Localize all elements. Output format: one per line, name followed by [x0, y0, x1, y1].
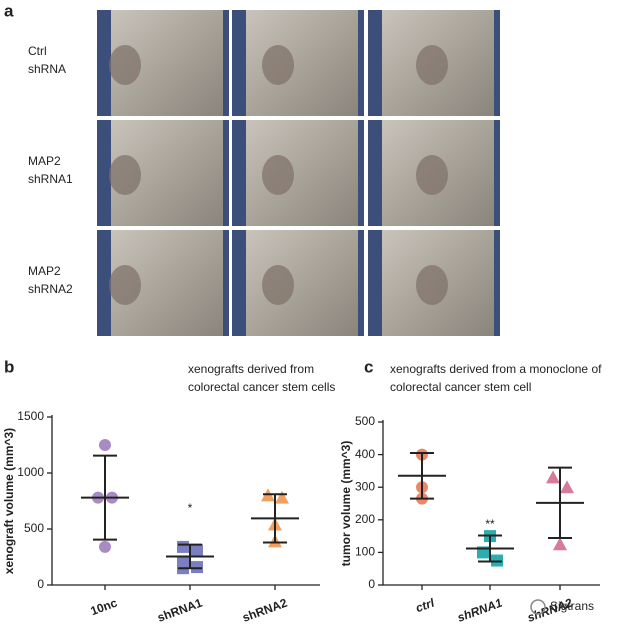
x-tick-label: shRNA1 [455, 596, 504, 625]
significance: ** [485, 517, 495, 531]
chart-title: colorectal cancer stem cell [390, 380, 531, 394]
point [546, 470, 560, 484]
x-tick-label: ctrl [414, 595, 437, 615]
photo-grid [97, 10, 500, 336]
tumor [416, 155, 448, 195]
row-label: MAP2 [28, 264, 61, 278]
y-tick-label: 0 [37, 577, 44, 591]
y-tick-label: 1000 [17, 465, 44, 479]
point [99, 540, 111, 553]
x-tick-label: shRNA2 [240, 596, 289, 625]
panel-label: c [364, 357, 373, 376]
y-tick-label: 0 [368, 577, 375, 591]
point [191, 561, 203, 574]
row-label: MAP2 [28, 154, 61, 168]
y-axis-label: tumor volume (mm^3) [339, 441, 353, 567]
x-tick-label: shRNA1 [155, 596, 204, 625]
point [275, 490, 289, 504]
y-tick-label: 1500 [17, 409, 44, 423]
tumor [109, 265, 141, 305]
row-label: shRNA2 [28, 282, 73, 296]
tumor [416, 265, 448, 305]
chart-title: xenografts derived from a monoclone of [390, 362, 602, 376]
chart-title: colorectal cancer stem cells [188, 380, 335, 394]
watermark-icon [530, 599, 546, 615]
point [99, 439, 111, 451]
point [177, 540, 189, 553]
y-tick-label: 500 [24, 521, 44, 535]
tumor [262, 265, 294, 305]
y-tick-label: 300 [355, 479, 375, 493]
panel-label: a [4, 1, 14, 20]
y-axis-label: xenograft volume (mm^3) [2, 428, 16, 574]
tumor [109, 45, 141, 85]
y-tick-label: 200 [355, 512, 375, 526]
tumor [262, 155, 294, 195]
tumor [416, 45, 448, 85]
tumor [109, 155, 141, 195]
row-label: shRNA1 [28, 172, 73, 186]
y-tick-label: 500 [355, 414, 375, 428]
point [553, 537, 567, 551]
point [191, 544, 203, 557]
watermark: Sigtrans [550, 599, 594, 613]
row-label: Ctrl [28, 44, 47, 58]
point [560, 480, 574, 494]
y-tick-label: 400 [355, 447, 375, 461]
tumor [262, 45, 294, 85]
row-label: shRNA [28, 62, 66, 76]
significance: * [188, 501, 193, 515]
x-tick-label: 10nc [89, 596, 120, 619]
chart-title: xenografts derived from [188, 362, 314, 376]
panel-label: b [4, 357, 14, 376]
y-tick-label: 100 [355, 545, 375, 559]
